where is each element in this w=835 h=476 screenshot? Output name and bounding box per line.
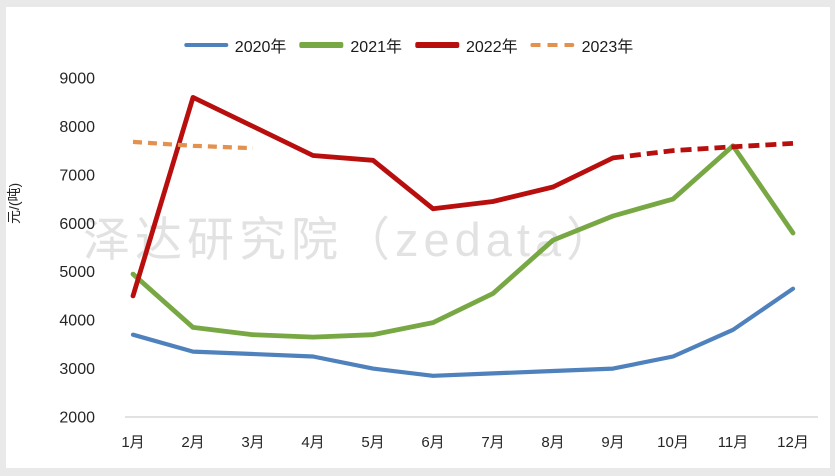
y-tick-label: 5000 bbox=[59, 264, 95, 281]
legend-label: 2020年 bbox=[234, 39, 287, 56]
watermark: 泽达研究院（zedata） bbox=[83, 213, 619, 266]
x-tick-label: 2月 bbox=[181, 434, 204, 451]
x-tick-label: 9月 bbox=[601, 434, 624, 451]
legend-item-2021年: 2021年 bbox=[299, 33, 402, 57]
x-tick-label: 10月 bbox=[657, 434, 689, 451]
x-tick-label: 5月 bbox=[361, 434, 384, 451]
x-tick-label: 7月 bbox=[481, 434, 504, 451]
legend-line-sample-solid bbox=[415, 42, 460, 48]
series-line-2022年 bbox=[130, 95, 616, 299]
y-tick-label: 6000 bbox=[59, 216, 95, 233]
x-tick-label: 1月 bbox=[121, 434, 144, 451]
series-line-2023年 bbox=[132, 139, 254, 151]
y-tick-label: 3000 bbox=[59, 361, 95, 378]
y-tick-label: 2000 bbox=[59, 410, 95, 427]
legend-label: 2023年 bbox=[581, 39, 634, 56]
series-line-2022年-forecast bbox=[612, 141, 794, 161]
legend-line-sample-solid bbox=[183, 42, 228, 48]
x-tick-label: 4月 bbox=[301, 434, 324, 451]
legend-line-sample-dashed bbox=[530, 42, 575, 48]
x-tick-label: 8月 bbox=[541, 434, 564, 451]
legend-label: 2022年 bbox=[466, 39, 518, 56]
x-tick-label: 12月 bbox=[777, 434, 809, 451]
legend-item-2020年: 2020年 bbox=[183, 33, 287, 57]
y-tick-label: 7000 bbox=[59, 167, 95, 184]
series-line-2021年 bbox=[130, 143, 796, 340]
x-tick-label: 6月 bbox=[421, 434, 444, 451]
legend: 2020年 2021年 2022年 2023年 bbox=[183, 33, 634, 57]
y-tick-label: 9000 bbox=[59, 71, 95, 88]
legend-line-sample-solid bbox=[299, 42, 344, 48]
y-tick-label: 8000 bbox=[59, 119, 95, 136]
legend-label: 2021年 bbox=[350, 39, 403, 56]
y-tick-label: 4000 bbox=[59, 313, 95, 330]
y-axis-title: 元/(吨) bbox=[6, 182, 22, 224]
x-tick-label: 11月 bbox=[718, 434, 749, 451]
legend-item-2022年: 2022年 bbox=[415, 33, 518, 57]
chart-panel bbox=[6, 7, 830, 468]
series-line-2020年 bbox=[130, 286, 796, 378]
legend-item-2023年: 2023年 bbox=[530, 33, 634, 57]
x-tick-label: 3月 bbox=[241, 434, 264, 451]
